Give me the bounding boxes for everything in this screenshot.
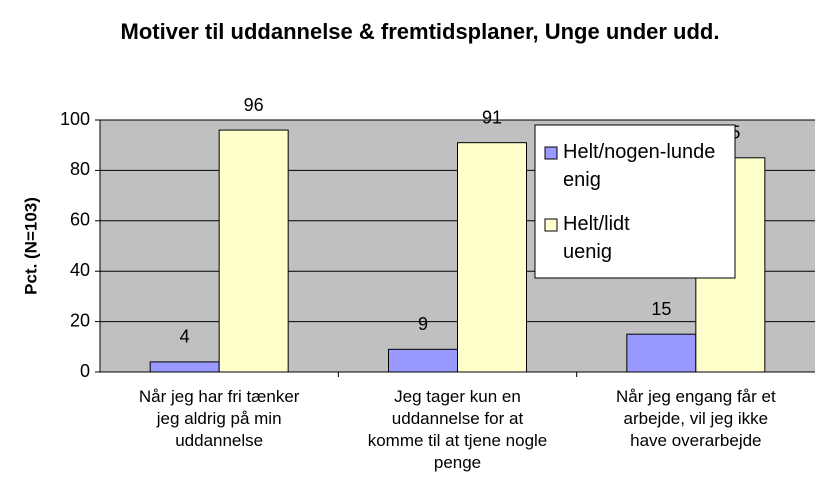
bar xyxy=(149,361,220,373)
legend-label: Helt/lidt uenig xyxy=(563,213,630,263)
bar xyxy=(388,348,458,373)
x-tick-label: Jeg tager kun en uddannelse for at komme t… xyxy=(368,387,548,472)
legend-box xyxy=(534,124,736,279)
value-label: 15 xyxy=(651,299,671,319)
value-label: 9 xyxy=(418,314,428,334)
y-tick-label: 60 xyxy=(70,210,90,230)
y-axis-label: Pct. (N=103) xyxy=(21,197,40,295)
value-label: 91 xyxy=(482,107,502,127)
y-tick-label: 80 xyxy=(70,159,90,179)
y-tick-label: 100 xyxy=(60,109,90,129)
value-label: 4 xyxy=(180,327,190,347)
y-tick-label: 20 xyxy=(70,310,90,330)
x-tick-label: Når jeg har fri tænker jeg aldrig på min u… xyxy=(139,387,300,450)
y-tick-label: 40 xyxy=(70,260,90,280)
bar xyxy=(626,333,697,373)
x-tick-label: Når jeg engang får et arbejde, vil jeg ik… xyxy=(616,387,776,450)
legend-label: Helt/nogen-lunde enig xyxy=(563,141,715,191)
bar xyxy=(218,129,289,373)
chart-title: Motiver til uddannelse & fremtidsplaner,… xyxy=(121,19,720,44)
value-label: 96 xyxy=(244,95,264,115)
legend-swatch xyxy=(544,146,558,160)
legend-swatch xyxy=(544,218,558,232)
y-tick-label: 0 xyxy=(80,361,90,381)
bar xyxy=(457,142,527,373)
